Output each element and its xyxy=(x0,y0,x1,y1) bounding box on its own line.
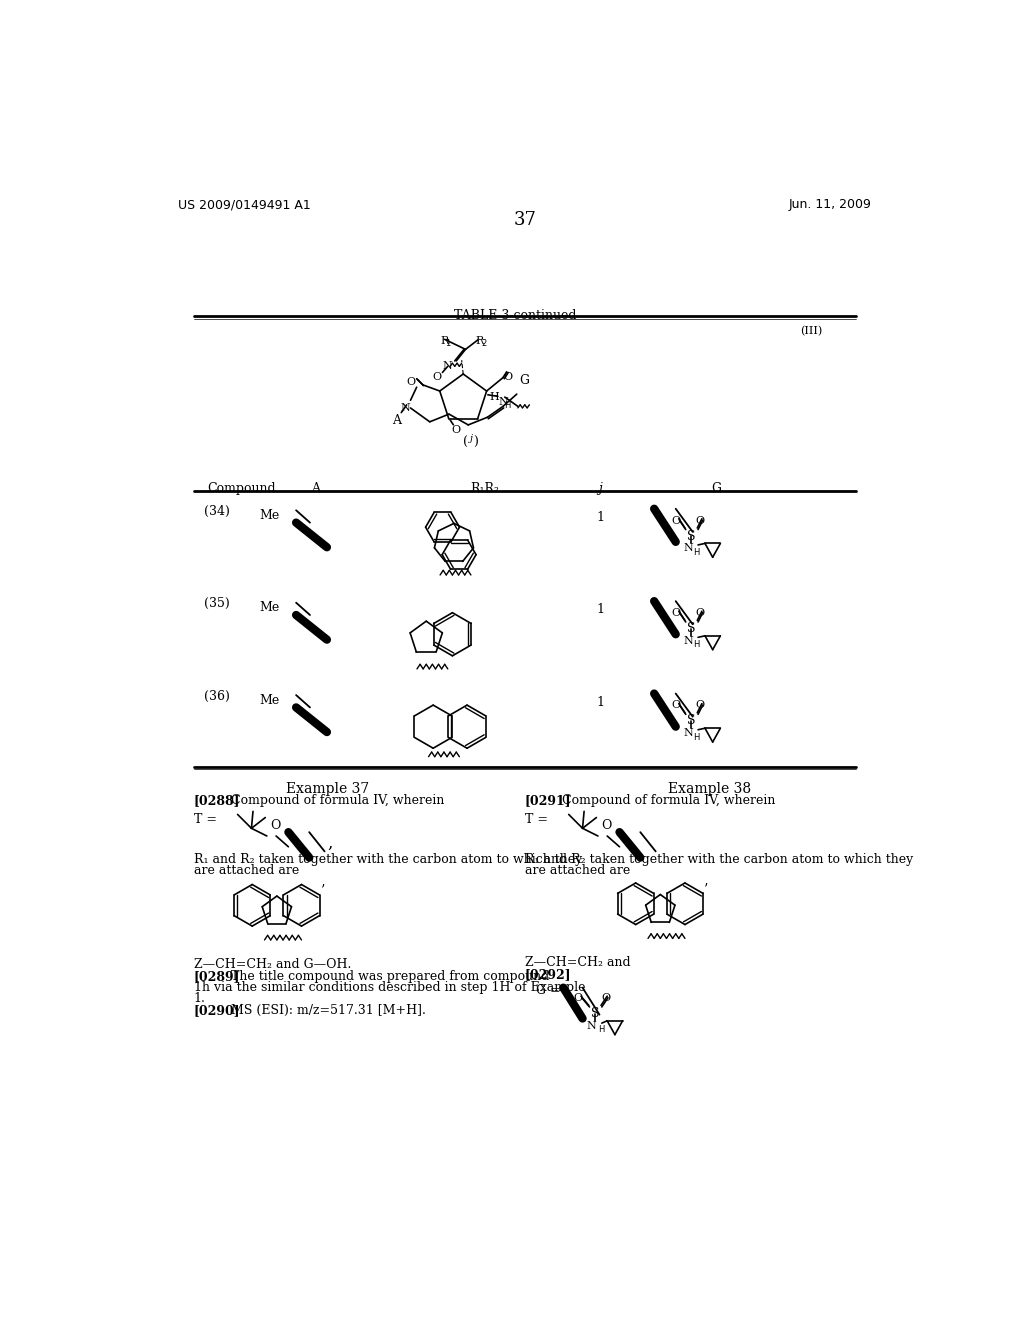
Text: H: H xyxy=(693,640,699,649)
Text: [0288]: [0288] xyxy=(194,795,241,808)
Text: S: S xyxy=(687,622,695,635)
Text: G =: G = xyxy=(537,983,561,997)
Text: N: N xyxy=(587,1020,597,1031)
Text: [0292]: [0292] xyxy=(524,969,571,982)
Text: A: A xyxy=(311,482,319,495)
Text: (35): (35) xyxy=(204,598,229,610)
Text: j: j xyxy=(598,482,602,495)
Text: are attached are: are attached are xyxy=(194,863,299,876)
Text: ,: , xyxy=(327,834,332,851)
Text: N: N xyxy=(400,403,410,413)
Text: [0290]: [0290] xyxy=(194,1003,241,1016)
Text: T =: T = xyxy=(194,813,217,826)
Text: N: N xyxy=(683,729,693,738)
Text: (: ( xyxy=(464,436,468,449)
Text: O: O xyxy=(695,516,705,525)
Text: ’: ’ xyxy=(321,884,326,898)
Text: O: O xyxy=(671,609,680,618)
Text: (34): (34) xyxy=(204,506,229,517)
Text: A: A xyxy=(392,414,401,428)
Text: O: O xyxy=(452,425,461,434)
Text: H: H xyxy=(598,1026,604,1035)
Text: j: j xyxy=(470,434,473,444)
Text: (III): (III) xyxy=(801,326,822,337)
Text: T =: T = xyxy=(524,813,548,826)
Text: (36): (36) xyxy=(204,689,229,702)
Text: 1: 1 xyxy=(596,511,604,524)
Text: N: N xyxy=(683,636,693,645)
Text: H: H xyxy=(504,401,510,411)
Text: O: O xyxy=(695,701,705,710)
Text: H: H xyxy=(489,392,499,403)
Text: O: O xyxy=(270,818,281,832)
Text: are attached are: are attached are xyxy=(524,863,630,876)
Text: 1h via the similar conditions described in step 1H of Example: 1h via the similar conditions described … xyxy=(194,981,585,994)
Text: O: O xyxy=(601,818,611,832)
Text: N: N xyxy=(683,544,693,553)
Text: Example 38: Example 38 xyxy=(668,781,752,796)
Text: O: O xyxy=(601,993,610,1003)
Text: 1: 1 xyxy=(596,603,604,616)
Text: O: O xyxy=(432,372,441,383)
Text: H: H xyxy=(693,733,699,742)
Text: Me: Me xyxy=(259,693,280,706)
Text: H: H xyxy=(693,548,699,557)
Text: O: O xyxy=(695,609,705,618)
Text: O: O xyxy=(406,378,415,387)
Text: [0291]: [0291] xyxy=(524,795,571,808)
Text: S: S xyxy=(687,529,695,543)
Text: Z—CH=CH₂ and G—OH.: Z—CH=CH₂ and G—OH. xyxy=(194,958,351,970)
Text: O: O xyxy=(504,372,513,381)
Text: G: G xyxy=(519,374,529,387)
Text: N: N xyxy=(499,397,508,407)
Text: O: O xyxy=(573,993,583,1003)
Text: Example 37: Example 37 xyxy=(286,781,370,796)
Text: S: S xyxy=(687,714,695,727)
Text: R₁ and R₂ taken together with the carbon atom to which they: R₁ and R₂ taken together with the carbon… xyxy=(194,853,582,866)
Text: O: O xyxy=(671,516,680,525)
Text: R: R xyxy=(440,335,449,346)
Text: 1: 1 xyxy=(596,696,604,709)
Text: 1.: 1. xyxy=(194,991,206,1005)
Text: The title compound was prepared from compound: The title compound was prepared from com… xyxy=(230,970,549,983)
Text: R₁ and R₂ taken together with the carbon atom to which they: R₁ and R₂ taken together with the carbon… xyxy=(524,853,913,866)
Text: S: S xyxy=(591,1007,599,1020)
Text: ): ) xyxy=(473,436,478,449)
Text: ’: ’ xyxy=(705,882,709,896)
Text: Z—CH=CH₂ and: Z—CH=CH₂ and xyxy=(524,956,631,969)
Text: R₁R₂: R₁R₂ xyxy=(470,482,500,495)
Text: Me: Me xyxy=(259,601,280,614)
Text: [0289]: [0289] xyxy=(194,970,241,983)
Text: Jun. 11, 2009: Jun. 11, 2009 xyxy=(788,198,871,211)
Text: O: O xyxy=(671,701,680,710)
Text: N: N xyxy=(443,360,453,371)
Text: MS (ESI): m/z=517.31 [M+H].: MS (ESI): m/z=517.31 [M+H]. xyxy=(230,1003,426,1016)
Text: Compound of formula IV, wherein: Compound of formula IV, wherein xyxy=(230,795,444,808)
Text: 2: 2 xyxy=(481,339,486,347)
Text: Compound of formula IV, wherein: Compound of formula IV, wherein xyxy=(562,795,775,808)
Text: Me: Me xyxy=(259,508,280,521)
Text: 37: 37 xyxy=(513,211,537,228)
Text: R: R xyxy=(475,335,483,346)
Text: G: G xyxy=(711,482,721,495)
Text: US 2009/0149491 A1: US 2009/0149491 A1 xyxy=(178,198,311,211)
Text: TABLE 3-continued: TABLE 3-continued xyxy=(454,309,577,322)
Text: Compound: Compound xyxy=(208,482,276,495)
Text: 1: 1 xyxy=(445,339,451,347)
